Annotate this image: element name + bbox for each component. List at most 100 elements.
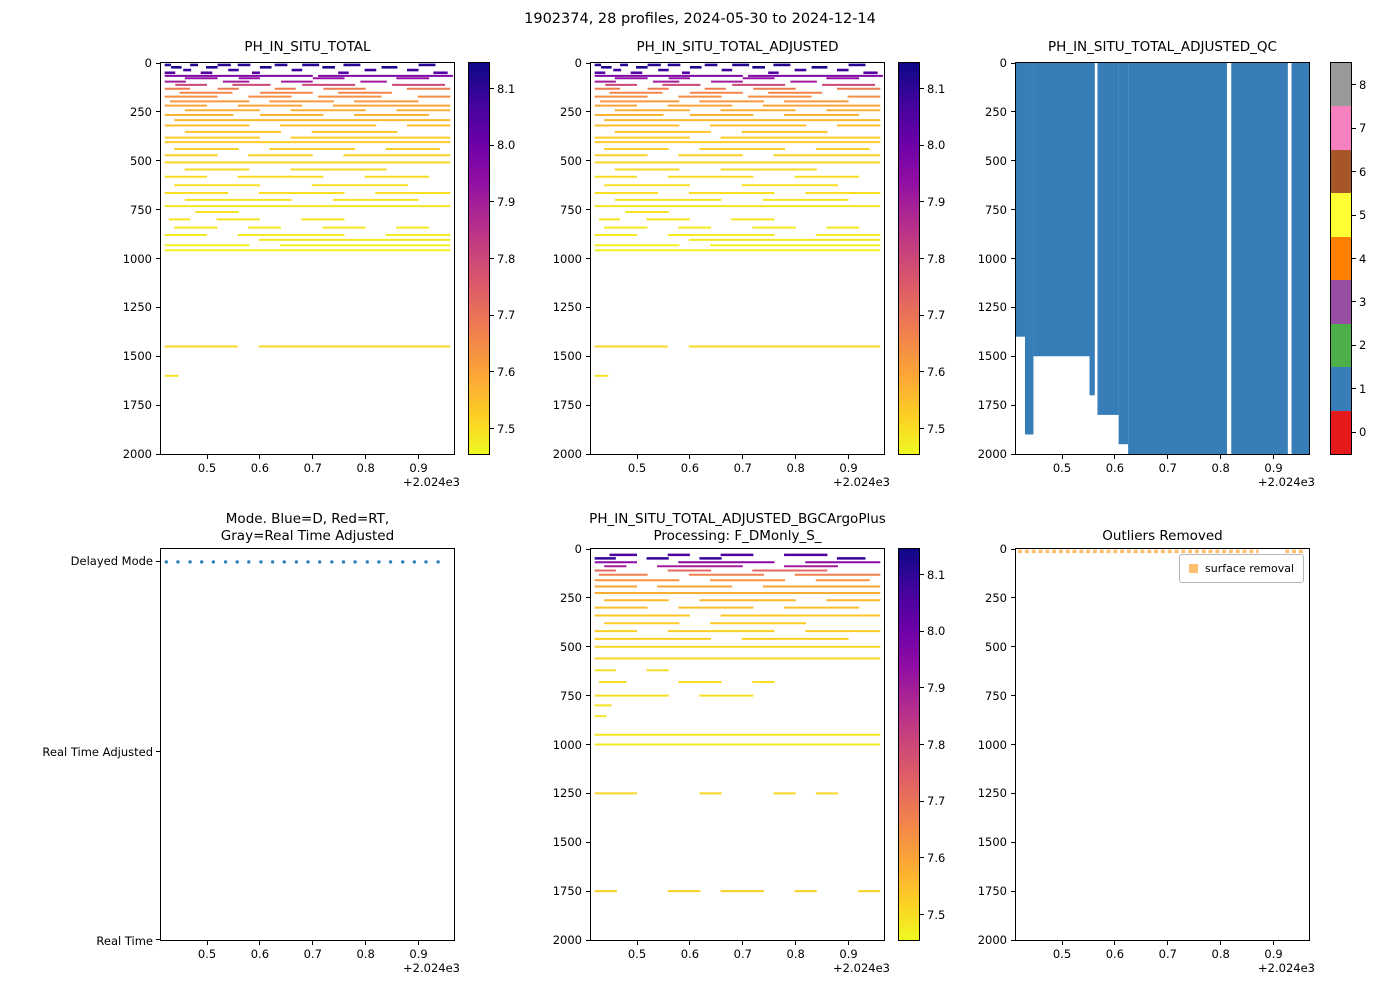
y-tick-label: 2000 [552,447,582,461]
colorbar-tick [1352,214,1356,216]
y-tick-label: 750 [985,688,1007,703]
mode-title-line2: Gray=Real Time Adjusted [220,528,395,544]
x-tick-label: 0.6 [680,461,700,475]
y-tick-label: 250 [560,590,582,605]
y-tick [586,597,590,599]
x-tick [1220,941,1222,945]
y-tick [156,209,160,211]
colorbar-tick-label: 7.9 [497,194,516,209]
colorbar-tick-label: 7.8 [497,251,516,266]
x-tick-label: 0.9 [1264,947,1283,961]
qc-flag-column [1016,63,1025,337]
x-tick-label: 0.6 [250,461,270,475]
x-tick-label: 0.8 [786,461,805,475]
mode-dot [317,560,322,564]
qc-flag-column [1097,63,1119,415]
colorbar-tick [920,800,924,802]
x-tick [1167,455,1169,459]
qc-colorbar-tick-label: 7 [1359,121,1367,136]
y-tick-label: 1750 [122,398,152,413]
x-tick-label: 0.5 [197,461,217,475]
qc-colorbar-cell-8 [1331,63,1351,107]
x-offset-label: +2.024e3 [833,475,890,489]
x-tick-label: 0.7 [1158,947,1177,961]
colorbar-tick-label: 7.5 [927,421,946,436]
qc-flag-column [1024,63,1034,435]
y-tick-label: 0 [574,56,582,70]
y-tick-label: 2000 [977,447,1007,461]
colorbar-tick [1352,301,1356,303]
y-tick-label: 500 [560,639,582,654]
mode-dot [436,560,440,564]
y-tick-label: 1500 [552,349,582,364]
qc-flag-column [1118,63,1129,445]
y-tick [1011,744,1015,745]
qc-colorbar-cell-0 [1331,410,1351,454]
x-offset-label: +2.024e3 [833,961,890,975]
qc-colorbar-tick-label: 1 [1359,381,1367,396]
x-tick [795,941,797,945]
x-tick-label: 0.8 [356,947,375,961]
colorbar-tick [920,371,924,373]
y-tick [586,841,590,843]
y-tick [1011,792,1015,794]
y-tick [156,306,160,308]
colorbar-tick [490,144,494,146]
y-tick [1011,160,1015,162]
colorbar-tick [490,258,494,259]
x-tick-label: 0.9 [409,461,428,475]
y-tick [1011,939,1015,941]
x-tick [365,941,367,945]
plot-area-4 [594,553,881,893]
x-tick-label: 0.9 [839,947,858,961]
mode-dot [365,560,369,564]
y-tick-label: 1750 [977,398,1007,413]
colorbar-tick-label: 7.9 [927,680,946,695]
mode-label-rt: Real Time [96,934,153,948]
mode-dot [176,560,180,564]
qc-colorbar-cell-6 [1331,149,1351,194]
y-tick-label: 750 [560,202,582,217]
bgc-title: PH_IN_SITU_TOTAL_ADJUSTED_BGCArgoPlus Pro… [560,511,915,545]
x-tick [1273,455,1275,459]
x-tick [795,455,797,459]
y-tick [1011,306,1015,308]
y-tick [586,792,590,794]
mode-dot [200,560,204,564]
y-tick [156,258,160,259]
x-tick [1061,941,1063,945]
y-tick-label: 1750 [552,884,582,899]
mode-axes [160,548,455,941]
qc-colorbar-cell-2 [1331,323,1351,368]
figure-title: 1902374, 28 profiles, 2024-05-30 to 2024… [524,11,876,27]
y-tick [156,355,160,357]
x-tick-label: 0.8 [1211,461,1230,475]
colorbar-tick-label: 8.1 [927,567,946,582]
mode-dot [211,560,216,564]
x-tick [418,455,420,459]
qc-colorbar-tick-label: 8 [1359,77,1367,92]
mode-dot [330,560,334,564]
qc-colorbar-tick-label: 0 [1359,425,1367,440]
x-tick-label: 0.5 [627,461,647,475]
x-tick-label: 0.6 [680,947,700,961]
x-tick [259,941,261,945]
y-tick-label: 1250 [977,786,1007,801]
colorbar-tick [920,914,924,915]
x-tick [206,455,208,459]
mode-dot [341,560,346,564]
mode-dot [259,560,263,564]
y-tick [586,355,590,357]
mode-dot [353,560,357,564]
x-tick [206,941,208,945]
y-tick [1011,453,1015,455]
y-tick [586,939,590,941]
colorbar-tick-label: 7.8 [927,251,946,266]
y-tick [1011,890,1015,892]
colorbar-tick [920,314,924,316]
colorbar-tick-label: 7.6 [497,364,516,379]
y-tick [586,209,590,211]
qc-colorbar-cell-1 [1331,367,1351,411]
colorbar-tick-label: 7.7 [927,308,946,323]
colorbar-tick-label: 8.1 [497,81,516,96]
